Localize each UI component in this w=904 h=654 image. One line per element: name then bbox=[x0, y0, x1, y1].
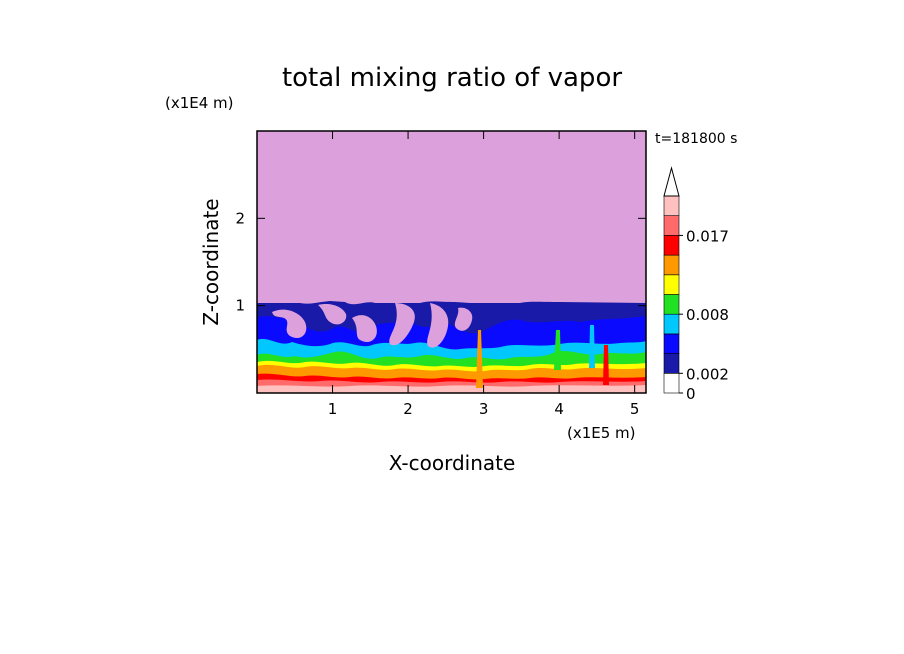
colorbar-segment bbox=[663, 274, 680, 295]
colorbar-tick-label: 0 bbox=[686, 385, 696, 403]
colorbar-segment bbox=[663, 372, 680, 394]
colorbar: 0 0.002 0.008 0.017 bbox=[663, 166, 729, 403]
colorbar-segment bbox=[663, 333, 680, 354]
y-unit-label: (x1E4 m) bbox=[165, 94, 234, 112]
pink-surface-layer bbox=[257, 385, 646, 393]
chart-title: total mixing ratio of vapor bbox=[282, 63, 622, 93]
colorbar-segment bbox=[663, 235, 680, 256]
updraft-plumes bbox=[476, 325, 609, 388]
x-tick-label: 5 bbox=[630, 400, 640, 418]
colorbar-segment bbox=[663, 254, 680, 276]
y-axis-label: Z-coordinate bbox=[199, 198, 223, 325]
x-tick-label: 4 bbox=[554, 400, 564, 418]
x-tick-label: 1 bbox=[328, 400, 338, 418]
x-tick-label: 2 bbox=[403, 400, 413, 418]
x-axis-ticks: 1 2 3 4 5 bbox=[328, 131, 640, 418]
colorbar-tick-label: 0.017 bbox=[686, 227, 729, 245]
y-tick-label: 1 bbox=[235, 297, 245, 315]
colorbar-segment bbox=[663, 313, 680, 335]
colorbar-tick-label: 0.002 bbox=[686, 365, 729, 383]
x-tick-label: 3 bbox=[479, 400, 489, 418]
y-tick-label: 2 bbox=[235, 209, 245, 227]
plot-area bbox=[256, 130, 647, 394]
colorbar-tick-label: 0.008 bbox=[686, 306, 729, 324]
y-axis-ticks: 12 bbox=[235, 209, 646, 315]
plot-frame bbox=[256, 130, 647, 394]
x-axis-label: X-coordinate bbox=[389, 451, 516, 475]
colorbar-segment bbox=[663, 294, 680, 315]
colorbar-segment bbox=[663, 215, 680, 236]
time-label: t=181800 s bbox=[655, 131, 737, 147]
colorbar-segment bbox=[663, 195, 680, 217]
x-unit-label: (x1E5 m) bbox=[567, 424, 636, 442]
colorbar-extend-arrow bbox=[663, 166, 680, 197]
colorbar-segment bbox=[663, 353, 680, 374]
dry-intrusions bbox=[272, 303, 473, 348]
